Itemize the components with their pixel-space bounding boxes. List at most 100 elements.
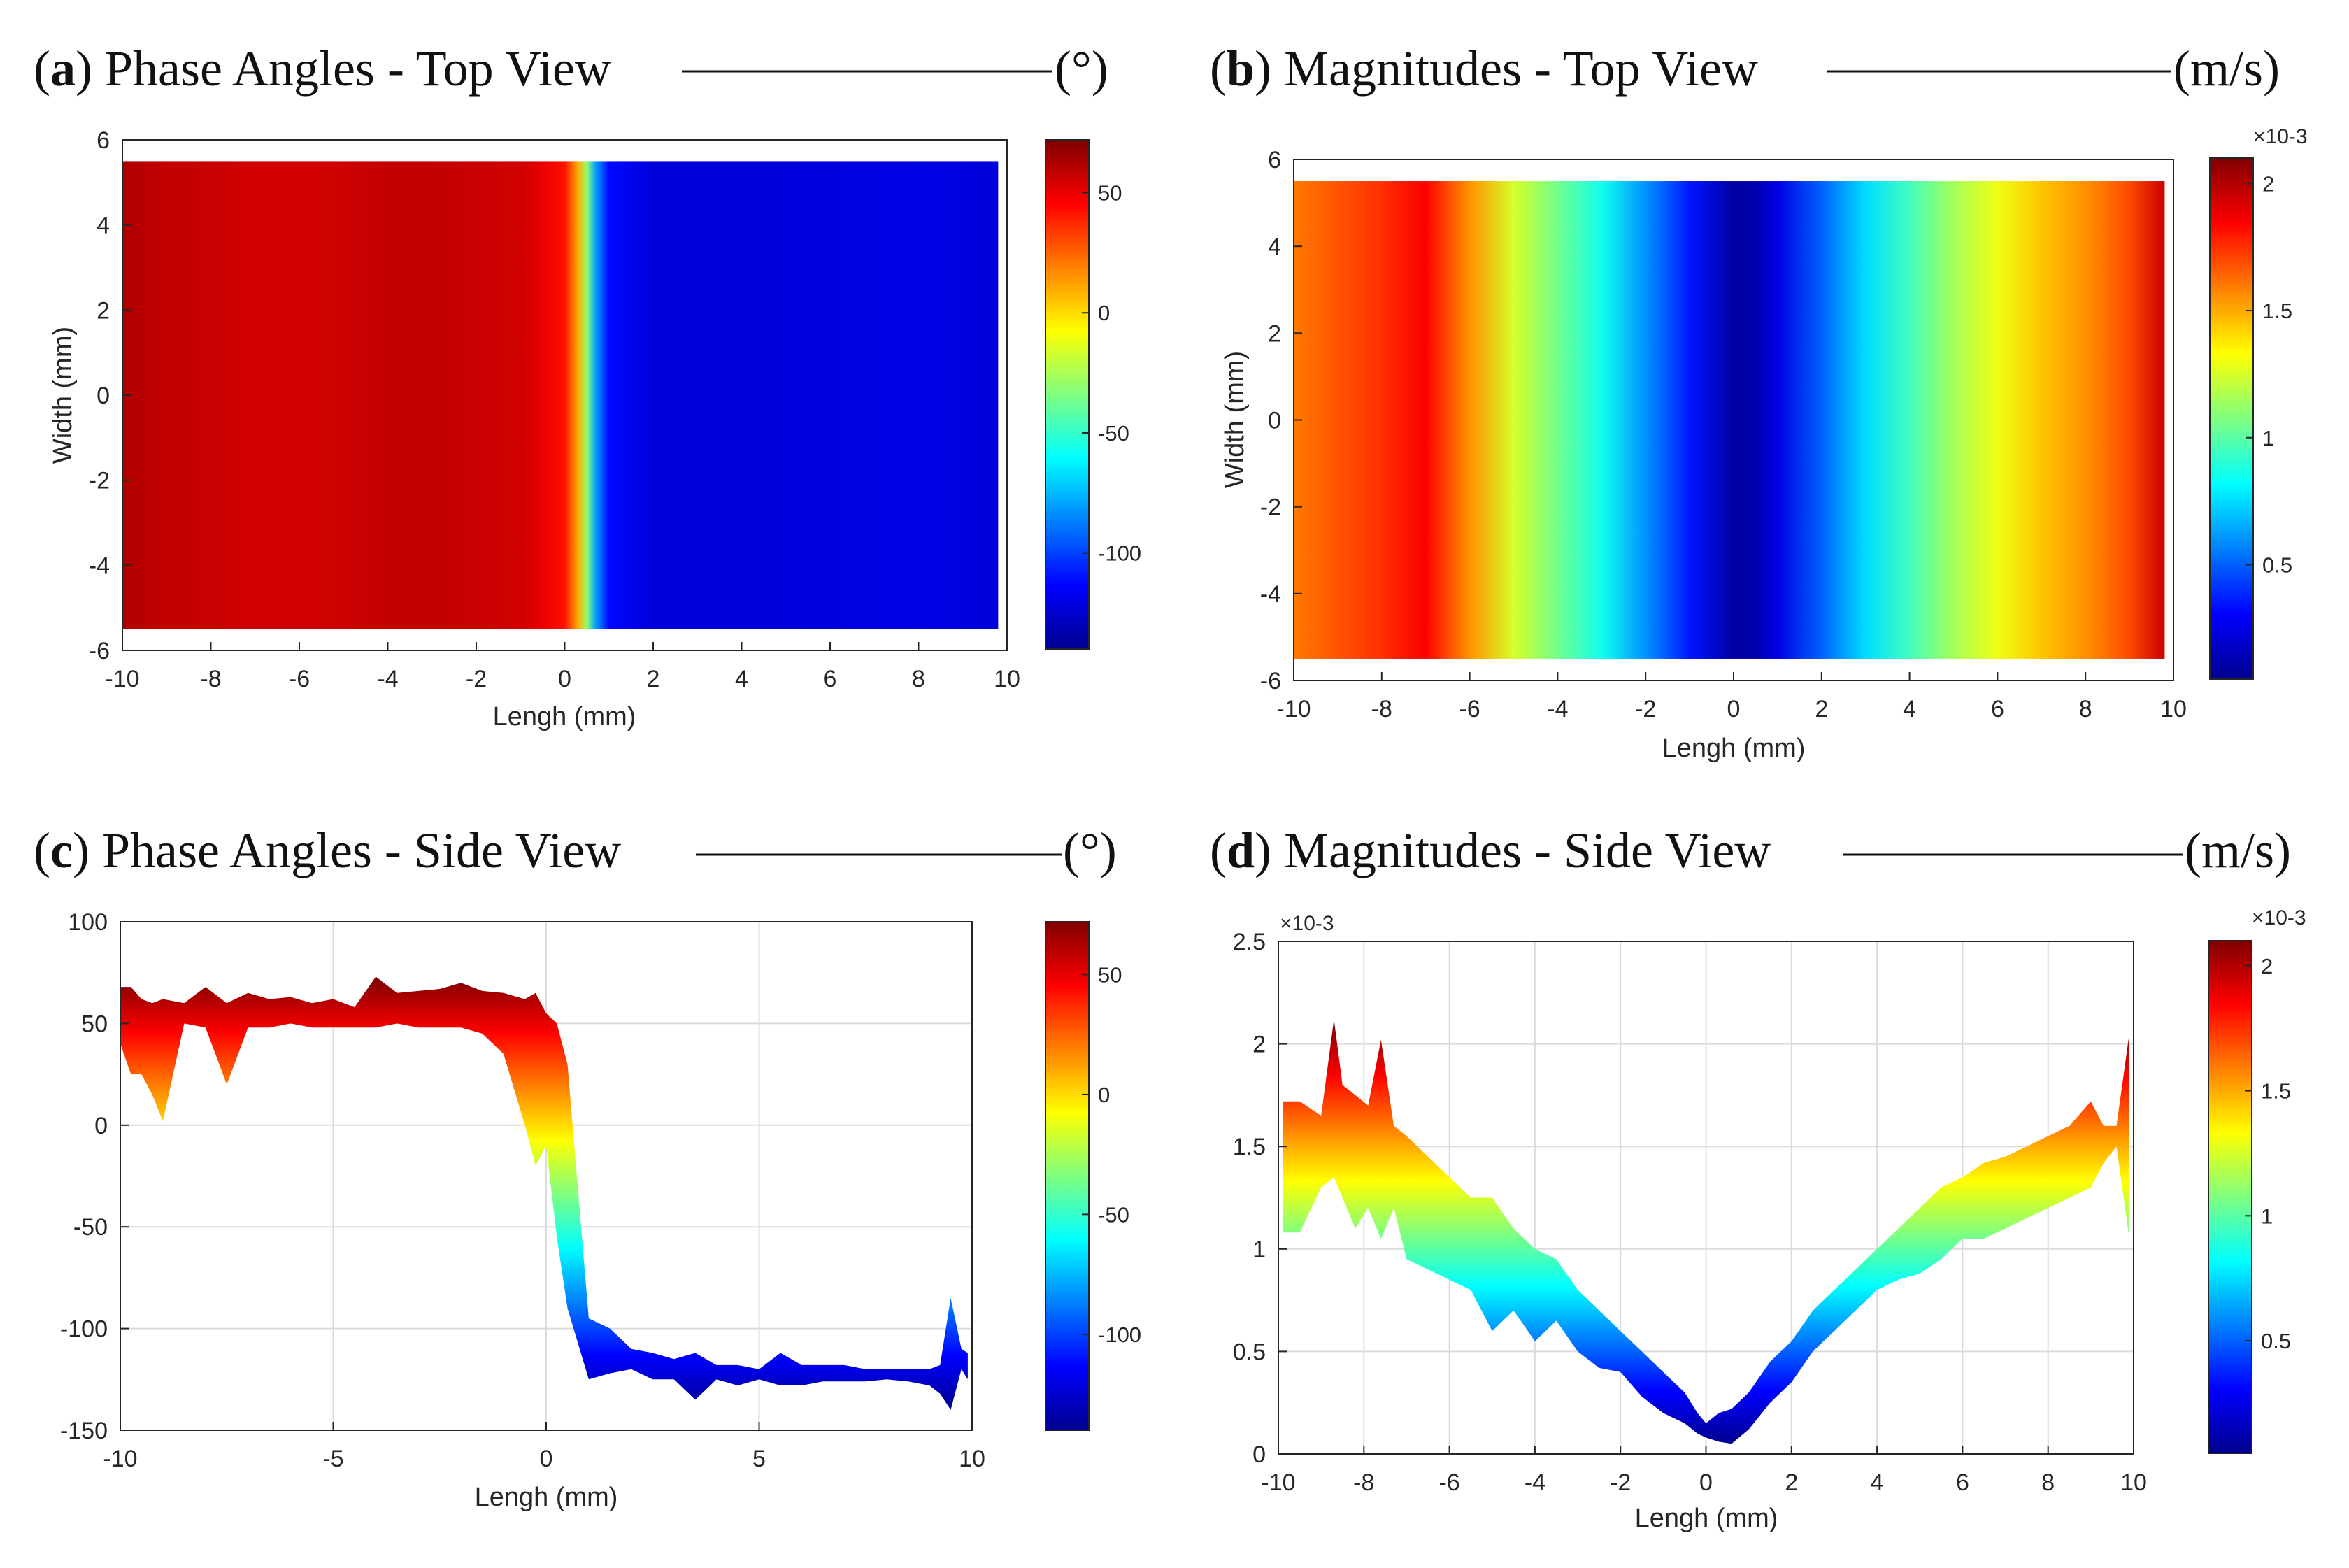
x-tick-label: 0 <box>558 666 571 692</box>
data-band <box>1283 1019 2129 1444</box>
panel-b-title: (b) Magnitudes - Top View <box>1210 41 1758 97</box>
panel-a-y-ticks: 6 4 2 0 -2 -4 -6 <box>89 127 131 664</box>
panel-c-title: (c) Phase Angles - Side View <box>34 822 621 878</box>
colorbar-tick-label: 50 <box>1098 962 1122 987</box>
panel-a-xlabel: Lengh (mm) <box>493 702 636 732</box>
colorbar-tick-label: -100 <box>1098 541 1141 566</box>
panel-b-letter: b <box>1227 41 1255 97</box>
panel-c-y-ticks: 100 50 0 -50 -100 -150 <box>60 909 129 1444</box>
data-band <box>120 976 968 1410</box>
colorbar-tick-label: 0 <box>1098 301 1110 325</box>
panel-d-unit: (m/s) <box>2185 822 2291 878</box>
colorbar-tick-label: -50 <box>1098 421 1129 446</box>
x-tick-label: 0 <box>540 1446 553 1472</box>
x-tick-label: 10 <box>994 666 1020 692</box>
x-tick-label: 4 <box>735 666 748 692</box>
panel-c-unit: (°) <box>1063 822 1117 878</box>
x-tick-label: -2 <box>1610 1469 1631 1496</box>
panel-d: (d) Magnitudes - Side View (m/s) -10 -8 -6… <box>1210 822 2306 1533</box>
panel-b-unit: (m/s) <box>2173 41 2280 97</box>
panel-a-colorbar-ticks: 50 0 -50 -100 <box>1082 181 1141 566</box>
y-tick-label: 2 <box>97 297 110 324</box>
x-tick-label: 8 <box>2041 1469 2055 1496</box>
y-tick-label: -6 <box>89 638 110 664</box>
y-tick-label: 0 <box>1252 1441 1266 1468</box>
x-tick-label: -10 <box>103 1446 137 1472</box>
x-tick-label: 5 <box>752 1446 766 1472</box>
colorbar-tick-label: 50 <box>1098 181 1122 206</box>
x-tick-label: 6 <box>1991 696 2004 722</box>
panel-a-ylabel: Width (mm) <box>48 327 78 464</box>
panel-a-plot <box>122 161 999 629</box>
panel-d-colorbar-ticks: 2 1.5 1 0.5 <box>2245 954 2291 1353</box>
panel-a: (a) Phase Angles - Top View (°) -10 -8 -6-… <box>34 41 1141 732</box>
panel-c-xlabel: Lengh (mm) <box>475 1483 618 1512</box>
panel-b-colorbar-exponent: ×10-3 <box>2253 125 2308 148</box>
colorbar-tick-label: 1.5 <box>2261 1079 2291 1104</box>
x-tick-label: 2 <box>1785 1469 1798 1496</box>
y-tick-label: 0 <box>94 1113 108 1139</box>
x-tick-label: -10 <box>1276 696 1311 722</box>
panel-a-letter: a <box>50 41 76 97</box>
x-tick-label: -4 <box>377 666 398 692</box>
colorbar-tick-label: 2 <box>2261 954 2273 978</box>
y-tick-label: -100 <box>60 1316 108 1343</box>
x-tick-label: 2 <box>647 666 660 692</box>
panel-d-title-text: Magnitudes - Side View <box>1284 822 1771 878</box>
panel-a-x-ticks: -10 -8 -6 -4 -2 0 2 4 6 8 10 <box>105 642 1020 692</box>
x-tick-label: -8 <box>200 666 221 692</box>
y-tick-label: 1.5 <box>1233 1134 1266 1160</box>
panel-c: (c) Phase Angles - Side View (°) -10 -5 0 5… <box>34 822 1141 1512</box>
panel-d-colorbar <box>2208 941 2252 1453</box>
y-tick-label: -2 <box>1260 494 1281 521</box>
y-tick-label: 100 <box>68 909 108 936</box>
panel-d-letter: d <box>1227 822 1255 878</box>
x-tick-label: 10 <box>959 1446 985 1472</box>
y-tick-label: 4 <box>1268 234 1281 260</box>
panel-d-xlabel: Lengh (mm) <box>1635 1504 1778 1533</box>
y-tick-label: -2 <box>89 468 110 494</box>
x-tick-label: 4 <box>1871 1469 1884 1496</box>
colorbar-tick-label: 1 <box>2262 426 2274 450</box>
y-tick-label: 0 <box>1268 408 1281 434</box>
colorbar-tick-label: 0.5 <box>2261 1329 2291 1353</box>
panel-b-plot <box>1294 181 2165 659</box>
panel-c-title-text: Phase Angles - Side View <box>102 822 621 878</box>
y-tick-label: 0.5 <box>1233 1339 1266 1365</box>
panel-b-y-ticks: 6 4 2 0 -2 -4 -6 <box>1260 147 1302 694</box>
y-tick-label: 4 <box>97 213 110 239</box>
panel-b-colorbar-frame <box>2209 157 2254 680</box>
y-tick-label: 2 <box>1252 1032 1266 1058</box>
x-tick-label: -2 <box>466 666 487 692</box>
y-tick-label: 2.5 <box>1233 929 1266 955</box>
colorbar-tick-label: 1.5 <box>2262 299 2292 323</box>
heatmap-surface <box>122 161 999 629</box>
panel-c-plot <box>120 976 968 1410</box>
x-tick-label: 6 <box>1956 1469 1969 1496</box>
panel-a-title: (a) Phase Angles - Top View <box>34 41 611 97</box>
heatmap-surface <box>1294 181 2165 659</box>
panel-c-colorbar-frame <box>1045 921 1090 1431</box>
colorbar-tick-label: -100 <box>1098 1323 1141 1347</box>
y-tick-label: 1 <box>1252 1236 1266 1263</box>
x-tick-label: 10 <box>2160 696 2187 722</box>
panel-c-x-ticks: -10 -5 0 5 10 <box>103 1422 985 1472</box>
panel-b-x-ticks: -10 -8 -6 -4 -2 0 2 4 6 8 10 <box>1276 672 2187 722</box>
panel-b: (b) Magnitudes - Top View (m/s) -10 -8 -6-… <box>1210 41 2308 763</box>
panel-d-colorbar-exponent: ×10-3 <box>2252 906 2306 929</box>
y-tick-label: -4 <box>89 553 110 579</box>
panel-a-colorbar-frame <box>1045 139 1090 650</box>
x-tick-label: -4 <box>1525 1469 1545 1496</box>
colorbar-tick-label: 0.5 <box>2262 553 2292 577</box>
panel-a-colorbar <box>1045 140 1089 649</box>
panel-a-title-text: Phase Angles - Top View <box>105 41 611 97</box>
x-tick-label: 2 <box>1815 696 1828 722</box>
x-tick-label: 0 <box>1699 1469 1713 1496</box>
panel-b-colorbar <box>2210 158 2253 679</box>
x-tick-label: 10 <box>2120 1469 2147 1496</box>
y-tick-label: 6 <box>1268 147 1281 173</box>
x-tick-label: -6 <box>289 666 310 692</box>
colorbar-tick-label: 2 <box>2262 171 2274 196</box>
panel-d-title: (d) Magnitudes - Side View <box>1210 822 1771 878</box>
